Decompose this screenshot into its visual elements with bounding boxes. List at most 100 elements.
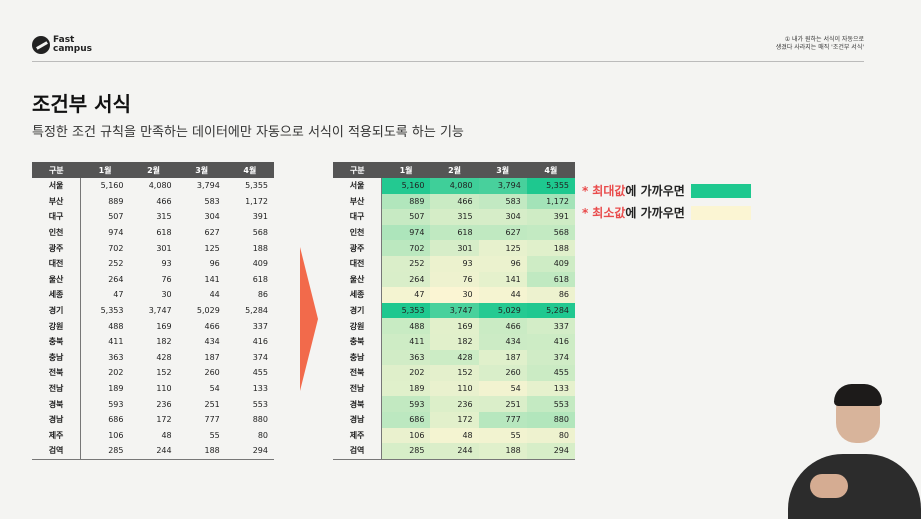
legend-min-label: 최소값 [592,206,626,220]
value-cell: 96 [209,259,220,269]
logo-line2: campus [53,44,92,54]
column-header: 구분 [32,162,81,178]
region-cell: 경북 [333,396,383,412]
value-cell: 618 [252,274,268,284]
table-row: 강원 488 169 466 337 [32,318,274,334]
value-cell: 187 [478,349,527,366]
value-cell: 5,029 [478,302,527,319]
value-cell: 125 [204,243,220,253]
table-row: 제주 106 48 55 80 [333,427,575,444]
table-row: 대전 252 93 96 409 [333,255,575,272]
value-cell: 880 [526,411,575,428]
region-cell: 충북 [32,333,82,350]
value-cell: 618 [430,224,479,241]
chapter-note-line1: ① 내가 원하는 서식이 자동으로 [784,36,864,43]
value-cell: 777 [204,415,220,425]
column-header: 4월 [526,162,575,178]
table-row: 경남 686 172 777 880 [333,411,575,428]
value-cell: 337 [252,321,268,331]
value-cell: 466 [478,318,527,334]
value-cell: 106 [381,427,431,444]
value-cell: 889 [108,196,124,206]
table-row: 대구 507 315 304 391 [32,209,274,225]
value-cell: 202 [108,368,124,378]
table-row: 충남 363 428 187 374 [32,349,274,366]
region-cell: 부산 [32,193,82,210]
region-cell: 강원 [32,318,82,334]
value-cell: 189 [108,384,124,394]
value-cell: 86 [257,290,268,300]
region-cell: 세종 [333,287,383,303]
region-cell: 대구 [333,209,383,225]
value-cell: 974 [381,224,431,241]
region-cell: 서울 [32,178,82,194]
value-cell: 3,794 [478,178,527,194]
value-cell: 86 [526,287,575,303]
value-cell: 5,029 [196,306,220,316]
logo-line1: Fast [53,35,75,45]
column-header: 2월 [129,162,178,178]
value-cell: 374 [252,352,268,362]
legend-max-swatch [690,183,751,198]
region-cell: 경남 [333,411,383,428]
value-cell: 553 [526,396,575,412]
value-cell: 80 [526,427,575,444]
table-row: 경북 593 236 251 553 [32,396,274,412]
presenter-video [788,372,921,519]
table-row: 광주 702 301 125 188 [32,240,274,256]
region-cell: 경북 [32,396,82,412]
source-table: 구분 1월 2월 3월 4월 서울 5,160 4,080 3,794 5,355 부산 889 46… [32,162,274,460]
value-cell: 409 [526,255,575,272]
table-row: 울산 264 76 141 618 [333,271,575,288]
value-cell: 553 [252,399,268,409]
value-cell: 5,160 [381,178,431,194]
fastcampus-logo-icon [32,36,50,54]
value-cell: 363 [108,352,124,362]
legend-max-text: 에 가까우면 [625,184,685,198]
region-cell: 제주 [32,427,82,444]
value-cell: 627 [478,224,527,241]
value-cell: 5,353 [100,306,124,316]
table-row: 대전 252 93 96 409 [32,255,274,272]
page-title: 조건부 서식 [32,92,131,116]
value-cell: 4,080 [148,181,172,191]
value-cell: 182 [156,337,172,347]
region-cell: 강원 [333,318,383,334]
value-cell: 409 [252,259,268,269]
value-cell: 507 [381,209,431,225]
table-row: 전북 202 152 260 455 [32,365,274,381]
region-cell: 광주 [333,240,383,256]
value-cell: 593 [381,396,431,412]
value-cell: 294 [225,443,274,460]
region-cell: 대구 [32,209,82,225]
value-cell: 304 [478,209,527,225]
value-cell: 172 [156,415,172,425]
value-cell: 244 [129,443,178,460]
value-cell: 301 [156,243,172,253]
value-cell: 252 [381,255,431,272]
value-cell: 4,080 [430,178,479,194]
table-row: 충남 363 428 187 374 [333,349,575,366]
value-cell: 434 [478,333,527,350]
value-cell: 686 [108,415,124,425]
column-header: 3월 [177,162,226,178]
value-cell: 702 [108,243,124,253]
value-cell: 5,284 [245,306,268,316]
region-cell: 대전 [32,255,82,272]
value-cell: 80 [257,430,268,440]
value-cell: 236 [156,399,172,409]
table-row: 인천 974 618 627 568 [32,224,274,241]
table-row: 전북 202 152 260 455 [333,365,575,381]
value-cell: 188 [526,240,575,256]
table-row: 대구 507 315 304 391 [333,209,575,225]
value-cell: 455 [526,365,575,381]
region-cell: 울산 [333,271,383,288]
value-cell: 889 [381,193,431,210]
table-row: 울산 264 76 141 618 [32,271,274,288]
value-cell: 55 [478,427,527,444]
region-cell: 경남 [32,411,82,428]
value-cell: 152 [156,368,172,378]
value-cell: 974 [108,228,124,238]
value-cell: 428 [156,352,172,362]
region-cell: 인천 [32,224,82,241]
